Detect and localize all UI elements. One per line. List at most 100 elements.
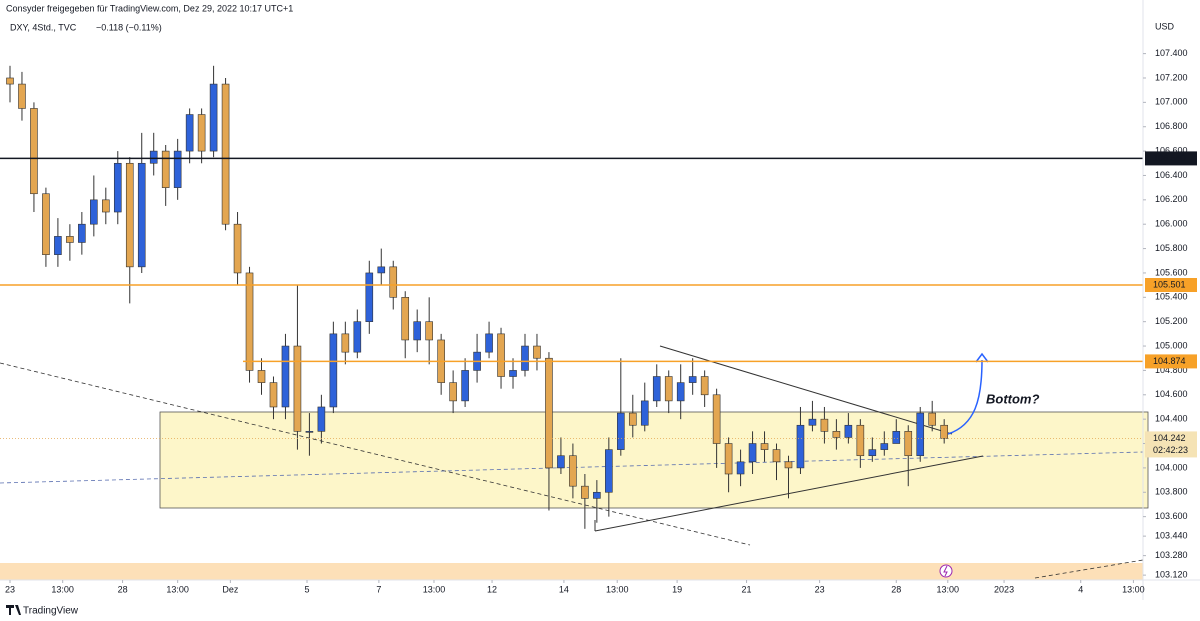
annotation: Bottom? — [986, 391, 1039, 406]
x-tick-label: 19 — [672, 584, 682, 594]
candle-body — [137, 162, 146, 268]
candle-body — [257, 370, 266, 383]
candle-body — [533, 345, 541, 359]
candle-body — [401, 297, 410, 341]
axes: 107.400 107.200 107.000 106.800 106.600 106.4… — [5, 48, 1197, 594]
legend-backdrop — [0, 0, 330, 38]
candle-body — [102, 199, 110, 213]
candle-body — [545, 357, 553, 469]
candle-body — [628, 412, 637, 426]
y-tick-label: 106.800 — [1155, 121, 1188, 131]
candle-body — [509, 370, 517, 377]
candle-body — [497, 333, 505, 377]
candle-body — [868, 449, 877, 457]
x-tick-label: 21 — [742, 584, 752, 594]
candle-body — [78, 223, 86, 243]
candle-body — [305, 431, 314, 433]
candle-body — [90, 199, 98, 225]
candle-body — [245, 272, 254, 371]
x-tick-label: 23 — [815, 584, 825, 594]
candle-body — [748, 443, 757, 463]
candle-body — [796, 424, 805, 469]
x-tick-label: 13:00 — [937, 584, 960, 594]
currency: USD — [1155, 21, 1175, 31]
y-tick-label: 105.200 — [1155, 316, 1188, 326]
candle-body — [820, 418, 829, 432]
candle-body — [569, 455, 577, 487]
level-label-box — [1145, 354, 1197, 369]
x-tick-label: 13:00 — [1122, 584, 1145, 594]
candle-body — [856, 424, 865, 457]
candle-body — [66, 236, 74, 243]
y-tick-label: 104.000 — [1155, 462, 1188, 472]
symbol-change: −0.118 (−0.11%) — [96, 22, 162, 32]
candle-body — [185, 114, 194, 152]
y-tick-label: 103.440 — [1155, 531, 1188, 541]
candle-body — [149, 150, 158, 164]
event-bolt — [943, 565, 948, 577]
projection-arrow — [947, 359, 983, 435]
y-tick-label: 103.800 — [1155, 487, 1188, 497]
candle-body — [832, 431, 841, 438]
trendline-dashed — [0, 362, 751, 546]
candle-body — [161, 150, 170, 188]
candle-body — [377, 266, 386, 274]
y-tick-label: 106.600 — [1155, 145, 1188, 155]
candle-body — [269, 382, 278, 408]
x-tick-label: 28 — [118, 584, 128, 594]
candle-body — [676, 382, 685, 402]
session-bar — [0, 563, 1143, 580]
y-tick-label: 106.200 — [1155, 194, 1188, 204]
candle-body — [293, 345, 302, 432]
y-tick-label: 103.280 — [1155, 550, 1188, 560]
y-tick-label: 104.600 — [1155, 389, 1188, 399]
candle-body — [197, 114, 206, 152]
x-tick-label: 13:00 — [606, 584, 629, 594]
candle-body — [461, 370, 469, 402]
candle-body — [18, 83, 26, 109]
y-tick-label: 105.400 — [1155, 292, 1188, 302]
candle-body — [389, 266, 398, 298]
x-tick-label: 2023 — [994, 584, 1014, 594]
y-tick-label: 105.800 — [1155, 243, 1188, 253]
arrow-head — [975, 352, 989, 363]
y-tick-label: 107.200 — [1155, 72, 1188, 82]
candle-body — [640, 400, 649, 426]
candle-body — [341, 333, 350, 353]
candle-body — [54, 236, 62, 255]
candle-body — [173, 150, 182, 188]
x-tick-label: 12 — [487, 584, 497, 594]
x-tick-label: 5 — [305, 584, 310, 594]
event-icon[interactable] — [939, 564, 953, 578]
candle-body — [449, 382, 457, 402]
y-tick-label: 106.400 — [1155, 170, 1188, 180]
x-tick-label: 13:00 — [51, 584, 74, 594]
level-label: 106.540 — [1153, 153, 1186, 163]
y-tick-label: 105.000 — [1155, 340, 1188, 350]
candle-body — [353, 321, 362, 353]
y-tick-label: 107.400 — [1155, 48, 1188, 58]
candle-body — [209, 83, 218, 152]
x-tick-label: Dez — [222, 584, 239, 594]
y-tick-label: 103.600 — [1155, 511, 1188, 521]
candle-body — [688, 376, 697, 383]
y-tick-label: 105.600 — [1155, 267, 1188, 277]
candle-body — [784, 461, 793, 469]
candle-body — [928, 412, 937, 426]
candle-body — [617, 412, 625, 450]
candle-body — [652, 376, 661, 402]
candle-body — [30, 108, 38, 195]
last-price-label: 104.242 — [1153, 433, 1186, 443]
candle-body — [712, 394, 721, 444]
candle-body — [808, 418, 817, 426]
candle-body — [664, 376, 673, 402]
candle-body — [700, 376, 709, 396]
candle-body — [485, 333, 493, 353]
candle-body — [317, 406, 326, 432]
candle-body — [365, 272, 374, 322]
level-label: 105.501 — [1153, 279, 1186, 289]
x-tick-label: 23 — [5, 584, 15, 594]
y-tick-label: 104.800 — [1155, 365, 1188, 375]
